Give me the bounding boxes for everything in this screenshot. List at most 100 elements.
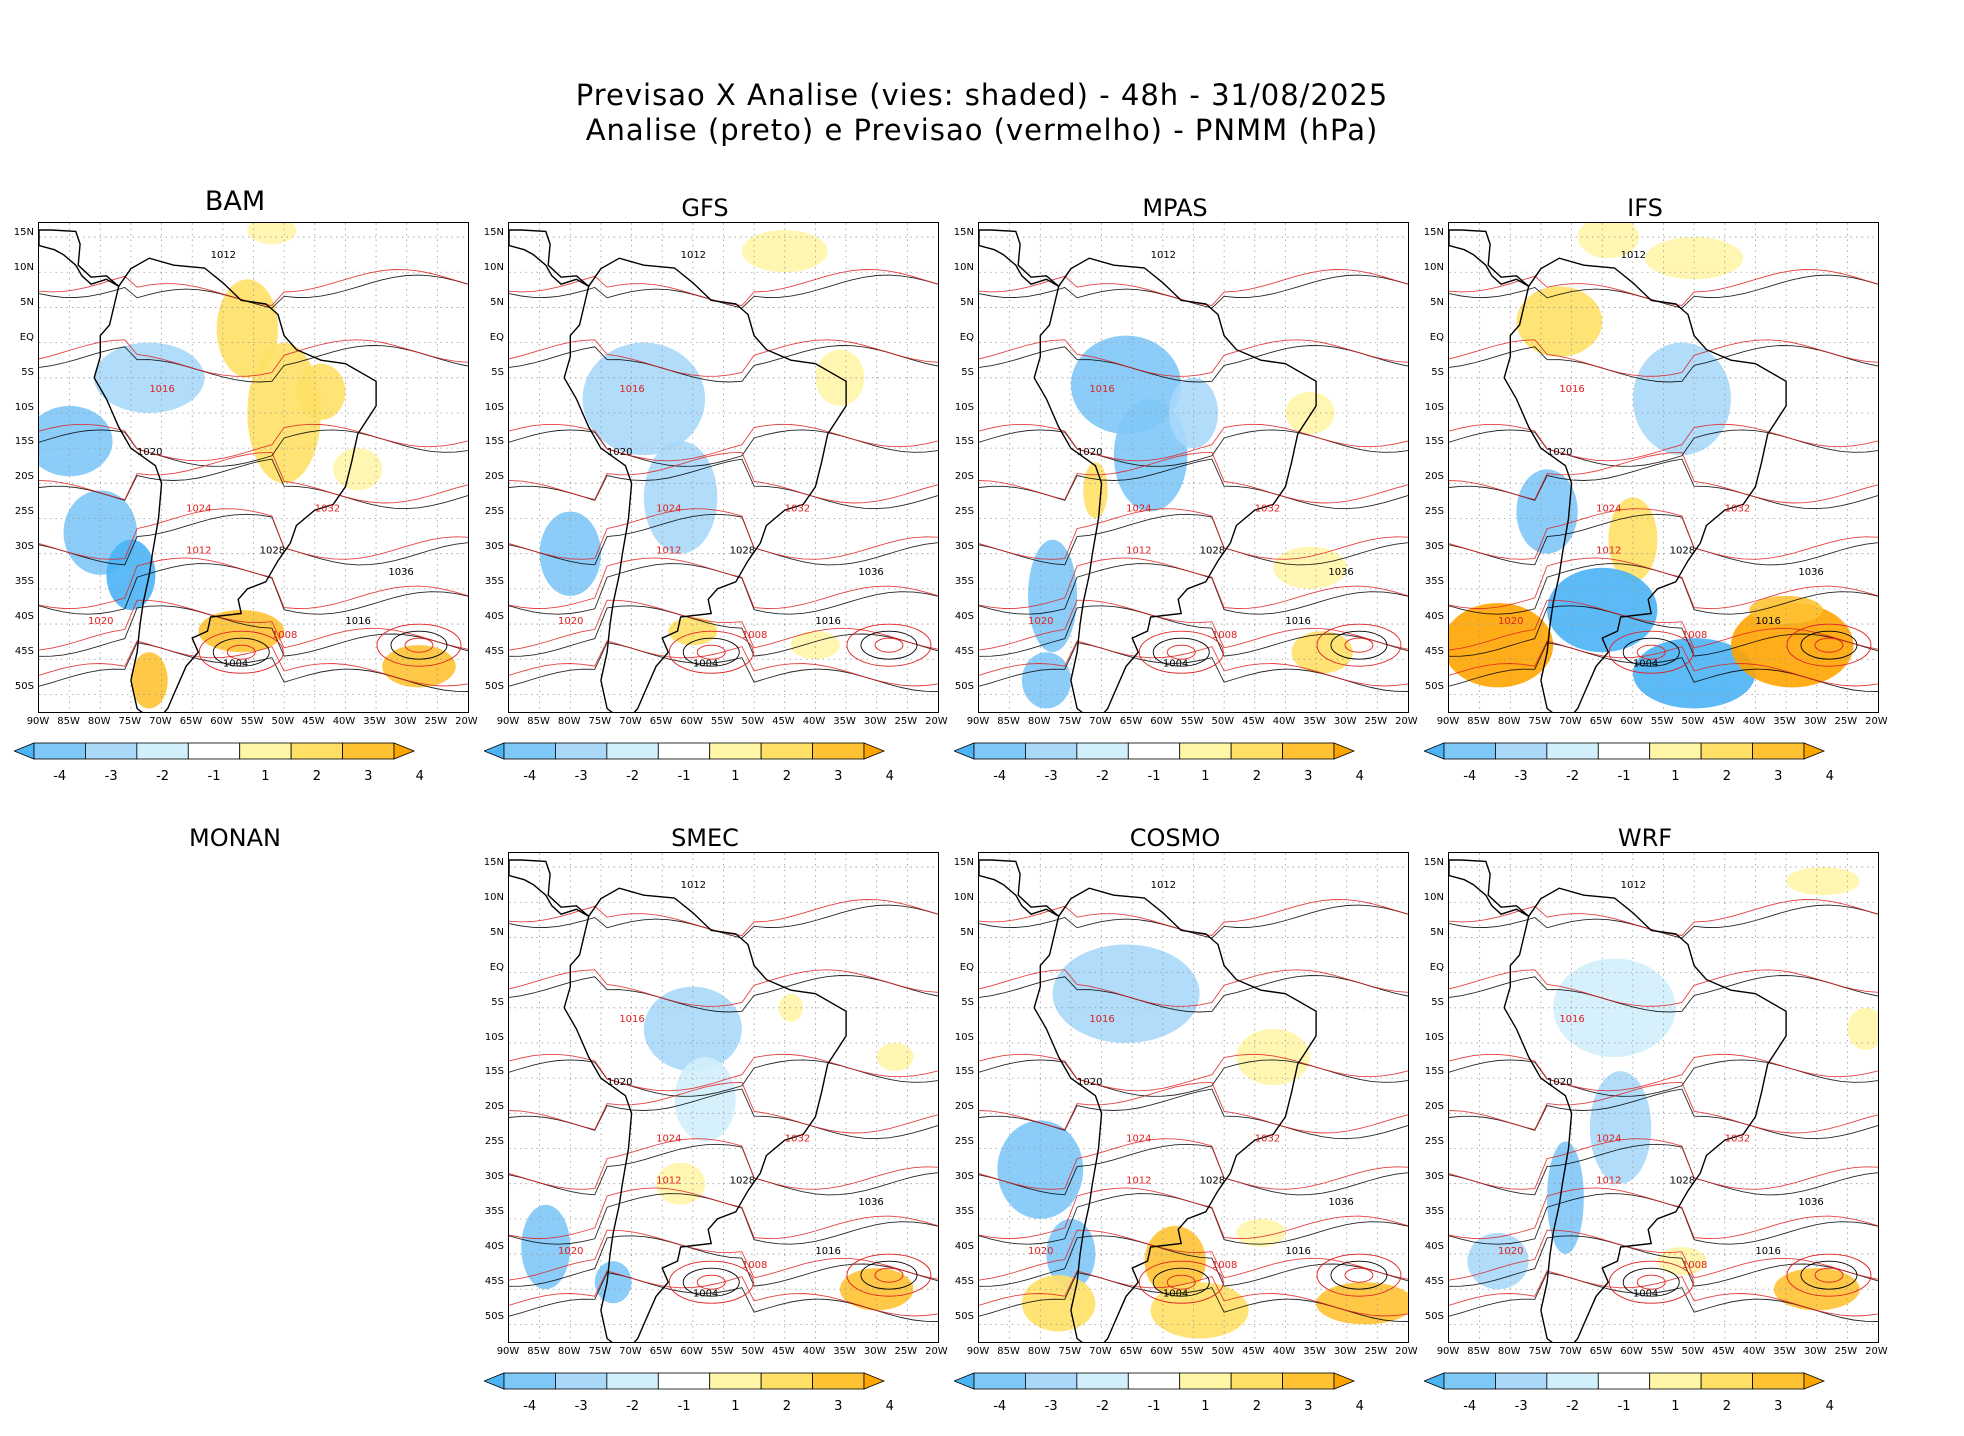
analysis-isobar <box>39 605 468 657</box>
contour-value-label: 1028 <box>730 1176 755 1187</box>
contour-value-label: 1012 <box>211 250 236 261</box>
latitude-label: 15S <box>1424 436 1444 448</box>
colorbar-tick-label: 4 <box>1355 769 1364 784</box>
contour-value-label: 1032 <box>1255 1133 1280 1144</box>
bias-shading-area <box>1021 652 1071 709</box>
high-pressure-contour <box>1316 1253 1402 1297</box>
latitude-label: 50S <box>484 680 504 692</box>
colorbar-tick-label: 2 <box>1722 769 1731 784</box>
bias-shading-area <box>1773 1268 1860 1311</box>
high-pressure-contour <box>874 637 904 653</box>
contour-value-label: 1012 <box>681 250 706 261</box>
high-pressure-contour <box>212 637 270 667</box>
high-pressure-contour <box>682 1267 740 1297</box>
forecast-isobar <box>1449 1229 1878 1281</box>
contour-value-label: 1008 <box>1212 630 1237 641</box>
model-panel-wrf: WRF 1012 1016 1020 1024 1028 1032 1036 1008 1004 1… <box>1410 816 1888 1436</box>
colorbar-segment <box>1752 1372 1805 1390</box>
contour-value-label: 1024 <box>656 503 681 514</box>
latitude-label: 15N <box>953 857 974 868</box>
colorbar-segment <box>1424 1372 1445 1390</box>
latitude-label: 40S <box>1424 610 1444 622</box>
analysis-isobar <box>509 429 938 467</box>
colorbar-tick-label: -3 <box>574 769 588 784</box>
latitude-label: 35S <box>484 1206 504 1217</box>
longitude-label: 65W <box>1119 1346 1143 1357</box>
colorbar-tick-label: 2 <box>1252 769 1261 784</box>
colorbar-tick-label: 2 <box>312 769 321 784</box>
central-america-coastline <box>979 229 1060 287</box>
high-pressure-contour <box>1316 623 1402 667</box>
panel-title: MONAN <box>189 824 281 852</box>
high-pressure-contour <box>1344 1267 1374 1283</box>
longitude-label: 30W <box>863 1346 887 1357</box>
forecast-isobar <box>1449 451 1878 504</box>
colorbar-segment <box>1649 742 1702 760</box>
contour-value-label: 1024 <box>1126 503 1151 514</box>
latitude-label: EQ <box>959 331 974 343</box>
high-pressure-contour <box>1166 1274 1196 1290</box>
bias-shading-area <box>296 363 346 421</box>
forecast-isobar <box>509 451 938 504</box>
longitude-label: 40W <box>1272 716 1296 727</box>
bias-shading-area <box>1547 1141 1584 1255</box>
colorbar-tick-label: -4 <box>523 1399 537 1414</box>
analysis-isobar <box>1449 274 1878 309</box>
contour-value-label: 1016 <box>149 384 174 395</box>
latitude-label: 10S <box>484 1031 504 1043</box>
analysis-isobar <box>509 1235 938 1287</box>
analysis-isobar <box>509 642 938 692</box>
contour-value-label: 1012 <box>1126 1176 1151 1187</box>
contour-value-label: 1008 <box>742 630 767 641</box>
high-pressure-contour <box>1138 630 1224 674</box>
latitude-label: 20S <box>1424 471 1444 483</box>
forecast-isobar <box>1449 1187 1878 1239</box>
bias-shading-area <box>643 441 718 554</box>
longitude-label: 50W <box>1211 716 1235 727</box>
forecast-isobar <box>1449 599 1878 651</box>
longitude-label: 85W <box>57 716 80 727</box>
figure-title-line2: Analise (preto) e Previsao (vermelho) - … <box>585 113 1379 147</box>
colorbar-segment <box>812 742 865 760</box>
contour-value-label: 1008 <box>272 630 297 641</box>
bias-shading-area <box>1236 1218 1286 1248</box>
model-panel-smec: SMEC 1012 1016 1020 1024 1028 1032 1036 1008 1004… <box>470 816 948 1436</box>
latitude-label: 45S <box>1424 645 1444 657</box>
latitude-label: 35S <box>1424 576 1444 587</box>
bias-shading-area <box>1516 286 1603 357</box>
latitude-label: 20S <box>14 471 34 483</box>
analysis-isobar <box>509 1143 938 1196</box>
contour-value-label: 1032 <box>785 503 810 514</box>
colorbar-tick-label: 4 <box>1825 769 1834 784</box>
contour-value-label: 1012 <box>1621 250 1646 261</box>
latitude-label: 15S <box>14 436 34 448</box>
high-pressure-contour <box>1800 630 1858 660</box>
latitude-label: EQ <box>1429 331 1444 343</box>
longitude-label: 40W <box>802 1346 826 1357</box>
colorbar-tick-label: 1 <box>1671 769 1680 784</box>
longitude-label: 45W <box>1242 1346 1265 1357</box>
latitude-label: 30S <box>484 541 504 553</box>
latitude-label: 35S <box>954 576 974 587</box>
high-pressure-contour <box>1786 623 1872 667</box>
colorbar-segment <box>1443 742 1496 760</box>
bias-map: 1012 1016 1020 1024 1028 1032 1036 1008 1004 1012… <box>1449 223 1878 712</box>
longitude-label: 45W <box>772 1346 795 1357</box>
longitude-label: 85W <box>997 1346 1020 1357</box>
colorbar-segment <box>1282 742 1335 760</box>
colorbar-tick-label: 1 <box>731 769 740 784</box>
contour-value-label: 1020 <box>137 447 162 458</box>
colorbar-tick-label: -3 <box>1514 769 1528 784</box>
map-frame: 1012 1016 1020 1024 1028 1032 1036 1008 1004 1012… <box>508 222 939 713</box>
panel-title: MPAS <box>1142 194 1208 222</box>
bias-map: 1012 1016 1020 1024 1028 1032 1036 1008 1004 1012… <box>1449 853 1878 1342</box>
latitude-label: 30S <box>1424 541 1444 553</box>
colorbar-tick-label: -1 <box>1617 1399 1631 1414</box>
forecast-isobar <box>979 451 1408 504</box>
latitude-label: 20S <box>954 1101 974 1113</box>
latitude-label: 35S <box>1424 1206 1444 1217</box>
latitude-label: 40S <box>954 1240 974 1252</box>
longitude-label: 30W <box>1803 1346 1827 1357</box>
longitude-label: 25W <box>1364 1346 1388 1357</box>
latitude-label: 10S <box>1424 401 1444 413</box>
